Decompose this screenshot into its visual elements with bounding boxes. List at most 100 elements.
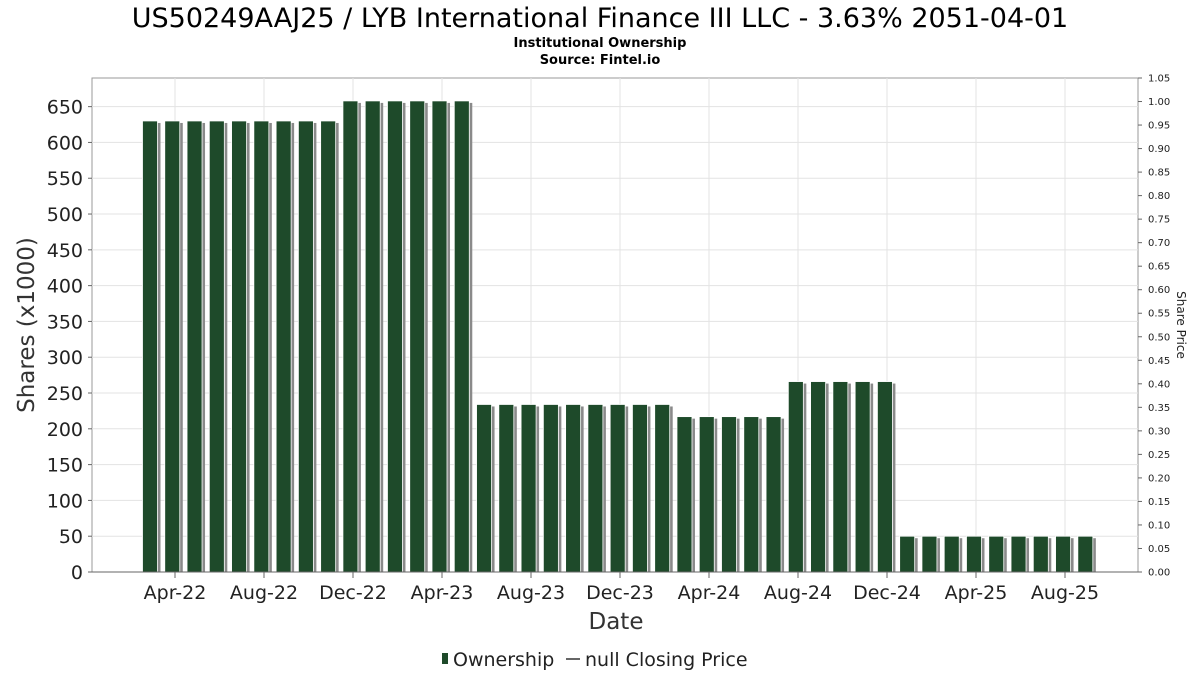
y-tick-label: 300 (47, 347, 83, 369)
chart-source: Source: Fintel.io (540, 53, 661, 68)
y-axis-ticks: 0 50 100 150 200 250 300 350 400 450 500 550 600 650 (47, 97, 92, 584)
bar (520, 404, 537, 573)
bar (186, 120, 203, 573)
bar (988, 535, 1005, 573)
y-tick-label: 400 (47, 276, 83, 298)
y2-tick-label: 0.40 (1148, 379, 1170, 390)
y2-tick-label: 0.95 (1148, 121, 1170, 132)
x-tick-label: Aug-25 (1031, 582, 1099, 604)
y2-tick-label: 0.75 (1148, 215, 1170, 226)
x-axis-ticks: Apr-22 Aug-22 Dec-22 Apr-23 Aug-23 Dec-23 Apr-… (144, 572, 1099, 604)
bars (142, 100, 1096, 573)
y2-tick-label: 0.55 (1148, 309, 1170, 320)
chart-subtitle: Institutional Ownership (514, 36, 687, 51)
legend-ownership-swatch (442, 653, 448, 664)
y2-tick-label: 1.00 (1148, 97, 1170, 108)
bar (787, 381, 804, 573)
y-tick-label: 550 (47, 168, 83, 190)
legend-ownership-label: Ownership (453, 649, 554, 671)
bar (765, 416, 782, 573)
y2-tick-label: 0.25 (1148, 450, 1170, 461)
y2-tick-label: 0.80 (1148, 191, 1170, 202)
x-tick-label: Dec-22 (319, 582, 387, 604)
y2-axis-ticks: 0.00 0.05 0.10 0.15 0.20 0.25 0.30 0.35 0.40 0.45… (1138, 74, 1170, 579)
bar (609, 404, 626, 573)
y2-tick-label: 0.85 (1148, 168, 1170, 179)
bar (253, 120, 270, 573)
bar (320, 120, 337, 573)
bar (208, 120, 225, 573)
bar (275, 120, 292, 573)
bar (476, 404, 492, 573)
x-tick-label: Dec-23 (586, 582, 654, 604)
y2-tick-label: 1.05 (1148, 74, 1170, 85)
bar (387, 100, 403, 573)
bar (231, 120, 247, 573)
y2-tick-label: 0.10 (1148, 520, 1170, 531)
legend: Ownership null Closing Price (442, 649, 748, 671)
bar (1032, 535, 1049, 573)
bar (565, 404, 582, 573)
chart-title: US50249AAJ25 / LYB International Finance… (132, 3, 1068, 34)
bar (453, 100, 470, 573)
y2-tick-label: 0.60 (1148, 285, 1170, 296)
y-tick-label: 600 (47, 132, 83, 154)
x-tick-label: Apr-25 (945, 582, 1008, 604)
bar (1055, 535, 1071, 573)
y2-tick-label: 0.35 (1148, 403, 1170, 414)
y-tick-label: 100 (47, 490, 83, 512)
y2-tick-label: 0.70 (1148, 238, 1170, 249)
bar (342, 100, 359, 573)
y2-tick-label: 0.15 (1148, 497, 1170, 508)
bar (587, 404, 604, 573)
bar (654, 404, 671, 573)
y-tick-label: 650 (47, 97, 83, 119)
y2-tick-label: 0.65 (1148, 262, 1170, 273)
bar (364, 100, 381, 573)
bar (877, 381, 893, 573)
bar (164, 120, 181, 573)
bar (832, 381, 849, 573)
bar (743, 416, 760, 573)
bar (966, 535, 982, 573)
x-tick-label: Apr-24 (678, 582, 741, 604)
y2-tick-label: 0.05 (1148, 544, 1170, 555)
bar (1077, 535, 1094, 573)
y-tick-label: 500 (47, 204, 83, 226)
x-tick-label: Dec-24 (853, 582, 921, 604)
bar (921, 535, 938, 573)
x-tick-label: Aug-22 (230, 582, 298, 604)
y-tick-label: 150 (47, 455, 83, 477)
bar (810, 381, 826, 573)
bar (431, 100, 448, 573)
bar (943, 535, 960, 573)
x-tick-label: Aug-23 (497, 582, 565, 604)
bar (899, 535, 916, 573)
bar (409, 100, 426, 573)
bar (542, 404, 559, 573)
y2-axis-label: Share Price (1174, 291, 1188, 359)
x-tick-label: Apr-23 (411, 582, 474, 604)
x-tick-label: Aug-24 (764, 582, 832, 604)
y-tick-label: 0 (71, 562, 83, 584)
x-tick-label: Apr-22 (144, 582, 207, 604)
x-axis-label: Date (589, 609, 644, 635)
y2-tick-label: 0.00 (1148, 568, 1170, 579)
bar (676, 416, 693, 573)
y-tick-label: 450 (47, 240, 83, 262)
y2-tick-label: 0.45 (1148, 356, 1170, 367)
y2-tick-label: 0.30 (1148, 426, 1170, 437)
bar (721, 416, 737, 573)
y-tick-label: 50 (59, 526, 83, 548)
legend-price-label: null Closing Price (585, 649, 748, 671)
bar (297, 120, 314, 573)
bar (632, 404, 648, 573)
bar (1010, 535, 1027, 573)
y2-tick-label: 0.20 (1148, 473, 1170, 484)
bar (854, 381, 871, 573)
bar (498, 404, 515, 573)
y2-tick-label: 0.50 (1148, 332, 1170, 343)
bar (142, 120, 158, 573)
y-tick-label: 200 (47, 419, 83, 441)
